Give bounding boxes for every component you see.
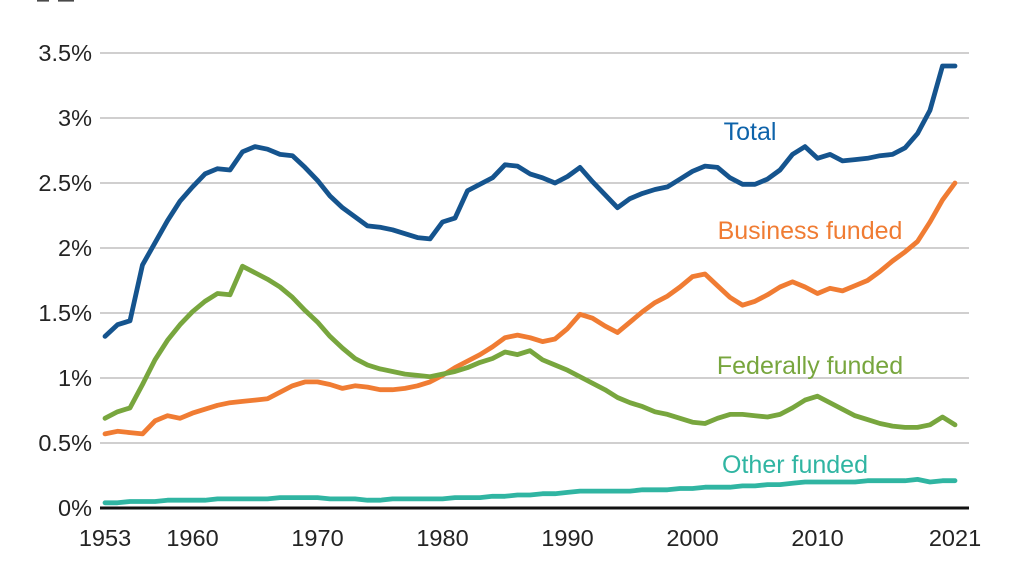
series-label-federally-funded: Federally funded <box>717 352 903 380</box>
top-edge-crop-artifact <box>37 0 49 2</box>
top-edge-crop-artifact <box>58 0 74 2</box>
x-tick-label: 2000 <box>666 525 718 551</box>
x-tick-label: 2010 <box>791 525 843 551</box>
x-tick-label: 1953 <box>79 525 131 551</box>
y-tick-label: 2.5% <box>38 170 92 196</box>
y-tick-label: 0.5% <box>38 430 92 456</box>
series-label-business-funded: Business funded <box>718 217 903 245</box>
x-tick-label: 1970 <box>291 525 343 551</box>
y-tick-label: 3.5% <box>38 40 92 66</box>
x-tick-label: 2021 <box>929 525 981 551</box>
y-tick-label: 1% <box>58 365 92 391</box>
y-tick-label: 3% <box>58 105 92 131</box>
y-tick-label: 0% <box>58 495 92 521</box>
series-line-federally-funded <box>102 263 958 430</box>
series-line-total <box>102 63 958 339</box>
series-label-total: Total <box>724 118 777 146</box>
x-tick-label: 1990 <box>541 525 593 551</box>
y-tick-label: 2% <box>58 235 92 261</box>
x-tick-label: 1960 <box>166 525 218 551</box>
y-tick-label: 1.5% <box>38 300 92 326</box>
series-line-other-funded <box>102 476 958 506</box>
series-line-business-funded <box>102 180 958 437</box>
series-label-other-funded: Other funded <box>722 451 868 479</box>
x-tick-label: 1980 <box>416 525 468 551</box>
